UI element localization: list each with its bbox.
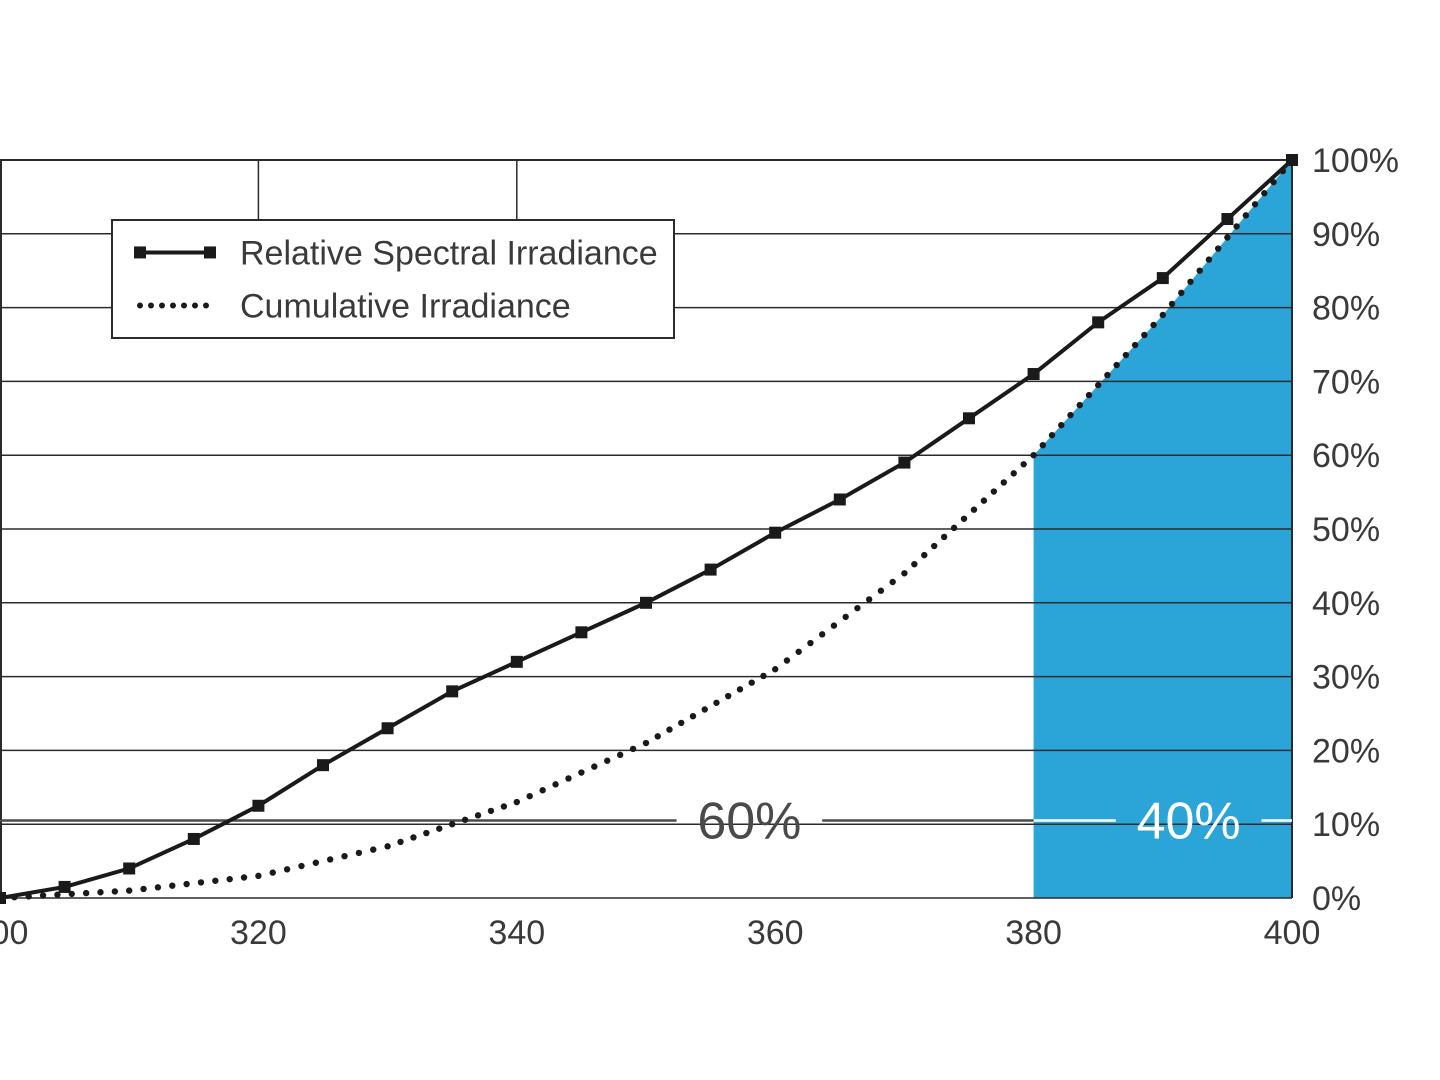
x-tick-label: 380 xyxy=(1005,914,1062,952)
y-tick-label: 40% xyxy=(1312,585,1380,623)
y-tick-label: 80% xyxy=(1312,290,1380,328)
x-tick-label: 320 xyxy=(230,914,287,952)
legend-item-relative: Relative Spectral Irradiance xyxy=(240,234,658,272)
y-tick-label: 50% xyxy=(1312,511,1380,549)
y-tick-label: 70% xyxy=(1312,363,1380,401)
y-tick-label: 60% xyxy=(1312,437,1380,475)
x-tick-label: 300 xyxy=(0,914,28,952)
x-tick-label: 400 xyxy=(1264,914,1321,952)
region-label-left-region: 60% xyxy=(697,793,801,851)
region-label-right-region: 40% xyxy=(1137,793,1241,851)
y-tick-label: 10% xyxy=(1312,806,1380,844)
y-tick-label: 100% xyxy=(1312,142,1399,180)
y-tick-label: 0% xyxy=(1312,880,1361,918)
legend-item-cumulative: Cumulative Irradiance xyxy=(240,288,571,326)
y-tick-label: 90% xyxy=(1312,216,1380,254)
y-tick-label: 30% xyxy=(1312,659,1380,697)
x-tick-label: 360 xyxy=(747,914,804,952)
legend: Relative Spectral Irradiance Cumulative I… xyxy=(112,220,674,338)
x-tick-label: 340 xyxy=(488,914,545,952)
y-tick-label: 20% xyxy=(1312,732,1380,770)
irradiance-chart: 60% 40% 300 320 340 360 380 4000% 10% 20% 30% 40% 50… xyxy=(0,0,1440,1080)
